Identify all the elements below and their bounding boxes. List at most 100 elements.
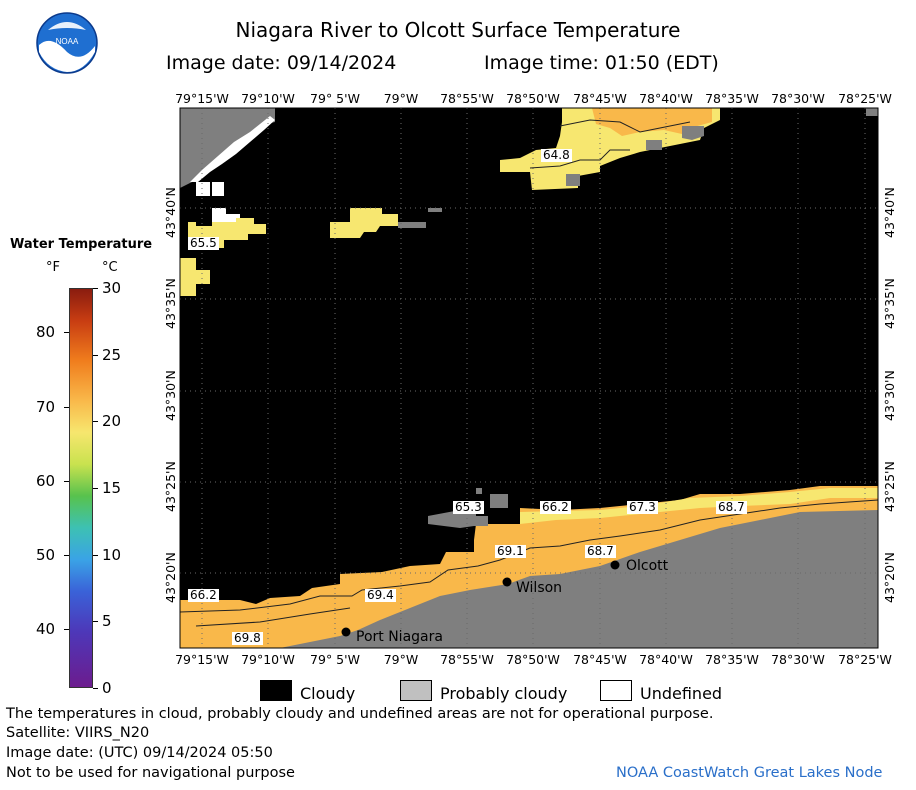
- page-title: Niagara River to Olcott Surface Temperat…: [235, 18, 681, 42]
- left-lat-label: 43°25'N: [163, 461, 178, 512]
- bottom-lon-label: 78°30'W: [771, 652, 825, 667]
- fahrenheit-tick-mark: [64, 554, 69, 556]
- top-lon-label: 78°25'W: [838, 91, 892, 106]
- noaa-logo: NOAA: [36, 12, 98, 74]
- bottom-lon-label: 78°35'W: [705, 652, 759, 667]
- temp-label: 68.7: [585, 544, 616, 558]
- temp-label: 65.5: [188, 236, 219, 250]
- probably-cloudy-ne-3: [566, 174, 580, 186]
- land-new-york: [280, 510, 878, 648]
- graticule: [180, 108, 878, 648]
- probably-cloudy-patch: [398, 222, 426, 228]
- isotherm-contours: [179, 119, 879, 627]
- celsius-tick-mark: [93, 688, 98, 689]
- town-wilson: Wilson: [516, 580, 563, 596]
- bottom-lon-label: 78°25'W: [838, 652, 892, 667]
- port-niagara-marker: [341, 627, 351, 637]
- undefined-area-2: [196, 182, 210, 196]
- top-lon-label: 78°40'W: [639, 91, 693, 106]
- temp-label: 65.3: [453, 500, 484, 514]
- right-lat-label: 43°35'N: [882, 278, 897, 329]
- fahrenheit-tick-label: 60: [36, 471, 56, 490]
- celsius-tick-mark: [93, 488, 98, 489]
- map-frame: [179, 107, 879, 649]
- undefined-area: [190, 116, 275, 182]
- celsius-tick-mark: [93, 621, 98, 623]
- celsius-tick-label: 25: [102, 345, 122, 364]
- legend-cloudy: Cloudy: [300, 684, 356, 703]
- legend-swatch-probably-cloudy: [400, 680, 432, 701]
- left-lat-label: 43°35'N: [163, 278, 178, 329]
- fahrenheit-tick-label: 80: [36, 323, 56, 342]
- top-lon-label: 79°15'W: [175, 91, 229, 106]
- celsius-tick-mark: [93, 554, 98, 556]
- temp-label: 69.8: [232, 631, 263, 645]
- bottom-lon-label: 78°45'W: [573, 652, 627, 667]
- legend-probably-cloudy: Probably cloudy: [440, 684, 568, 703]
- sst-patch-north-central: [330, 208, 398, 238]
- probably-cloudy-south-2: [490, 494, 508, 508]
- left-lat-label: 43°20'N: [163, 552, 178, 603]
- temp-label: 64.8: [541, 148, 572, 162]
- celsius-tick-mark: [93, 354, 98, 356]
- unit-c: °C: [102, 260, 118, 275]
- town-olcott: Olcott: [626, 558, 669, 574]
- probably-cloudy-ne: [682, 126, 704, 140]
- top-lon-label: 79°10'W: [241, 91, 295, 106]
- nav-warning: Not to be used for navigational purpose: [6, 765, 295, 781]
- image-time: Image time: 01:50 (EDT): [484, 52, 719, 74]
- top-lon-label: 78°55'W: [440, 91, 494, 106]
- probably-cloudy-patch-2: [428, 208, 442, 212]
- bottom-lon-label: 78°40'W: [639, 652, 693, 667]
- bottom-lon-label: 78°55'W: [440, 652, 494, 667]
- temp-label: 66.2: [188, 588, 219, 602]
- right-lat-label: 43°25'N: [882, 461, 897, 512]
- right-lat-label: 43°30'N: [882, 370, 897, 421]
- utc-date: Image date: (UTC) 09/14/2024 05:50: [6, 745, 273, 761]
- satellite: Satellite: VIIRS_N20: [6, 725, 150, 741]
- temp-label: 66.2: [540, 500, 571, 514]
- top-lon-label: 78°50'W: [506, 91, 560, 106]
- undefined-area-3: [212, 182, 224, 196]
- top-lon-label: 79° 5'W: [310, 91, 360, 106]
- wilson-marker: [502, 577, 512, 587]
- fahrenheit-tick-label: 50: [36, 545, 56, 564]
- fahrenheit-tick-mark: [64, 406, 69, 408]
- fahrenheit-tick-label: 40: [36, 619, 56, 638]
- olcott-marker: [610, 560, 620, 570]
- legend-undefined: Undefined: [640, 684, 723, 703]
- temp-label: 69.1: [495, 544, 526, 558]
- fahrenheit-tick-label: 70: [36, 397, 56, 416]
- bottom-lon-label: 78°50'W: [506, 652, 560, 667]
- top-lon-label: 79°W: [383, 91, 419, 106]
- celsius-tick-label: 10: [102, 545, 122, 564]
- fahrenheit-tick-mark: [64, 332, 69, 334]
- celsius-tick-label: 5: [102, 612, 112, 631]
- probably-cloudy-south-3: [476, 488, 482, 494]
- town-port-niagara: Port Niagara: [356, 629, 443, 645]
- map: [179, 107, 879, 649]
- left-lat-label: 43°30'N: [163, 370, 178, 421]
- right-lat-label: 43°20'N: [882, 552, 897, 603]
- top-lon-label: 78°35'W: [705, 91, 759, 106]
- bottom-lon-label: 79°10'W: [241, 652, 295, 667]
- left-lat-label: 43°40'N: [163, 187, 178, 238]
- temp-label: 68.7: [716, 500, 747, 514]
- celsius-tick-label: 20: [102, 412, 122, 431]
- logo-text: NOAA: [56, 37, 79, 46]
- legend-swatch-cloudy: [260, 680, 292, 701]
- fahrenheit-tick-mark: [64, 628, 69, 630]
- bottom-lon-label: 79° 5'W: [310, 652, 360, 667]
- top-lon-label: 78°30'W: [771, 91, 825, 106]
- undefined-area-4: [212, 208, 226, 222]
- fahrenheit-tick-mark: [64, 480, 69, 482]
- temp-label: 67.3: [627, 500, 658, 514]
- disclaimer: The temperatures in cloud, probably clou…: [6, 706, 714, 722]
- legend-swatch-undefined: [600, 680, 632, 701]
- top-lon-label: 78°45'W: [573, 91, 627, 106]
- celsius-tick-label: 15: [102, 479, 122, 497]
- celsius-tick-mark: [93, 288, 98, 289]
- sst-patch-west: [180, 258, 210, 296]
- image-date: Image date: 09/14/2024: [166, 52, 397, 74]
- sst-cool-fringe: [520, 488, 878, 524]
